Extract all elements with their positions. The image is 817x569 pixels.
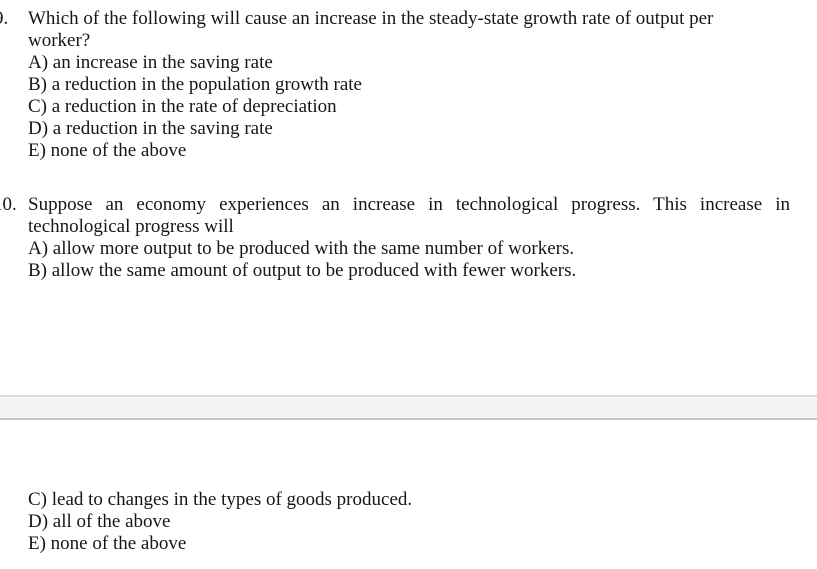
question-9-option-d: D) a reduction in the saving rate — [28, 118, 273, 139]
question-9-option-b: B) a reduction in the population growth … — [28, 74, 362, 95]
question-9-number: 9. — [0, 8, 9, 29]
question-10-stem-line-1: Suppose an economy experiences an increa… — [28, 194, 790, 215]
question-10: 10. Suppose an economy experiences an in… — [0, 194, 790, 282]
page-break-separator — [0, 395, 817, 420]
question-10-continued-options: C) lead to changes in the types of goods… — [0, 489, 790, 555]
question-10-option-b: B) allow the same amount of output to be… — [28, 260, 577, 281]
question-10-number: 10. — [0, 194, 17, 215]
question-9-option-a: A) an increase in the saving rate — [28, 52, 273, 73]
question-10-option-a: A) allow more output to be produced with… — [28, 238, 575, 259]
question-9-stem-line-2: worker? — [28, 30, 91, 51]
question-9: 9. Which of the following will cause an … — [0, 8, 790, 162]
question-9-option-e: E) none of the above — [28, 140, 187, 161]
question-10-option-e: E) none of the above — [28, 533, 187, 554]
question-10-option-d: D) all of the above — [28, 511, 171, 532]
question-9-option-c: C) a reduction in the rate of depreciati… — [28, 96, 337, 117]
question-10-stem-line-2: technological progress will — [28, 216, 234, 237]
question-9-stem-line-1: Which of the following will cause an inc… — [28, 8, 714, 29]
question-10-option-c: C) lead to changes in the types of goods… — [28, 489, 413, 510]
